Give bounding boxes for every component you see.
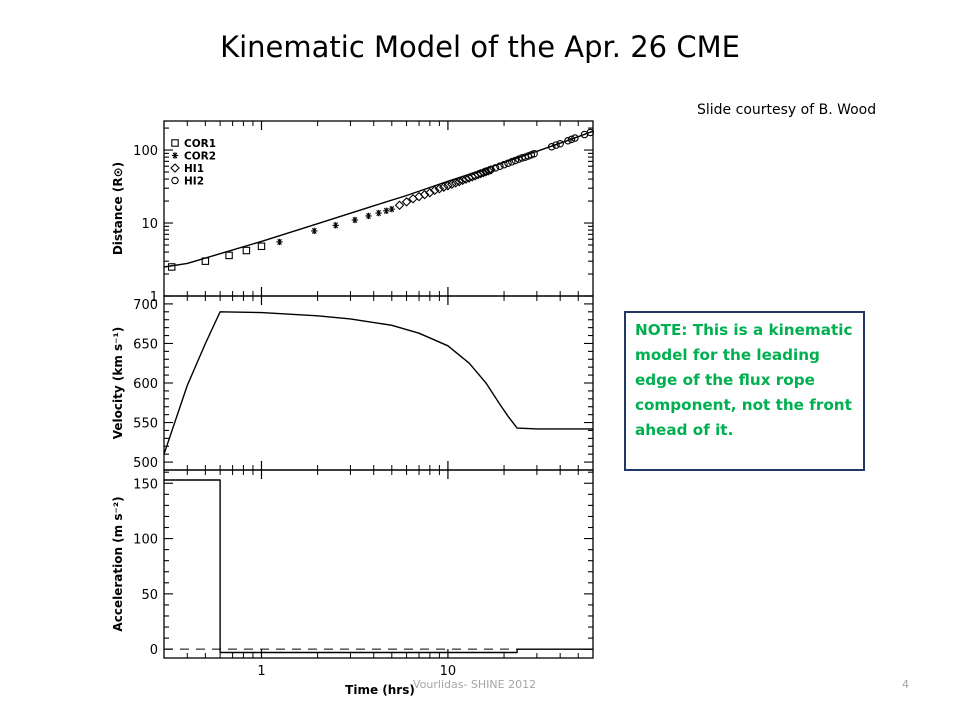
point-hi2 (491, 164, 500, 172)
point-cor1 (225, 251, 233, 260)
point-hi1 (478, 167, 489, 178)
velocity-model-curve (163, 311, 593, 455)
point-hi1 (454, 176, 465, 187)
acceleration-y-tick-label: 100 (133, 533, 158, 548)
velocity-y-tick-label: 600 (133, 377, 158, 392)
point-cor2 (311, 227, 318, 235)
point-hi2 (487, 165, 495, 174)
legend-label-hi2: HI2 (184, 176, 204, 188)
point-hi2 (496, 162, 504, 170)
x-axis-title: Time (hrs) (345, 683, 415, 697)
point-hi1 (457, 175, 468, 186)
distance-model-curve (163, 130, 594, 268)
slide-footer: Vourlidas- SHINE 2012 (413, 678, 537, 691)
legend-label-cor1: COR1 (184, 138, 216, 150)
point-hi1 (429, 185, 440, 196)
point-hi2 (477, 169, 485, 178)
point-hi2 (552, 141, 560, 149)
distance-y-tick-label: 1 (150, 290, 158, 305)
acceleration-y-tick-label: 150 (133, 477, 158, 492)
point-hi2 (547, 142, 556, 151)
point-hi2 (530, 149, 538, 158)
point-hi1 (401, 197, 412, 207)
panel-frame-velocity (163, 295, 594, 471)
legend-marker-hi1 (170, 163, 180, 173)
page-number: 4 (902, 678, 909, 691)
velocity-y-tick-label: 650 (133, 337, 158, 352)
point-hi2 (500, 160, 508, 169)
point-hi2 (567, 135, 576, 144)
velocity-y-axis-title: Velocity (km s⁻¹) (111, 327, 125, 439)
panel-frame-acceleration (163, 469, 594, 659)
distance-y-tick-label: 10 (141, 217, 158, 232)
point-hi1 (447, 179, 457, 190)
point-cor2 (388, 205, 395, 213)
point-cor2 (383, 207, 390, 215)
acceleration-model-curve (164, 479, 593, 654)
point-hi1 (450, 178, 461, 188)
x-tick-label: 1 (257, 664, 265, 679)
velocity-y-tick-label: 700 (133, 298, 158, 313)
legend-label-cor2: COR2 (184, 151, 216, 163)
point-cor2 (332, 222, 339, 229)
point-hi2 (511, 156, 520, 165)
acceleration-y-tick-label: 50 (141, 588, 158, 603)
point-hi1 (483, 165, 494, 176)
point-hi2 (564, 137, 572, 145)
acceleration-y-tick-label: 0 (150, 643, 158, 658)
point-hi2 (508, 158, 516, 166)
slide-credit: Slide courtesy of B. Wood (697, 102, 877, 118)
point-cor2 (375, 209, 382, 217)
point-cor1 (242, 246, 251, 255)
x-tick-label: 10 (440, 664, 457, 679)
point-cor1 (167, 263, 176, 271)
point-cor2 (351, 216, 359, 224)
acceleration-y-axis-title: Acceleration (m s⁻²) (111, 496, 125, 631)
velocity-y-tick-label: 500 (133, 456, 158, 471)
point-hi1 (419, 189, 430, 200)
legend-marker-cor2 (171, 152, 179, 159)
point-hi2 (571, 134, 579, 142)
velocity-y-tick-label: 550 (133, 417, 158, 432)
legend-marker-hi2 (171, 176, 179, 185)
point-hi2 (586, 128, 595, 137)
point-cor1 (257, 242, 266, 251)
point-hi2 (515, 155, 523, 163)
point-hi1 (443, 180, 453, 191)
point-hi1 (438, 182, 449, 192)
point-cor2 (365, 212, 372, 220)
point-hi1 (434, 183, 445, 194)
point-hi2 (504, 159, 512, 167)
distance-y-axis-title: Distance (R⊙) (111, 162, 125, 255)
point-cor1 (201, 257, 210, 265)
panel-frame-distance (163, 120, 594, 297)
point-cor2 (276, 238, 283, 246)
slide-title: Kinematic Model of the Apr. 26 CME (220, 30, 740, 64)
point-hi2 (482, 167, 490, 176)
point-hi2 (556, 139, 564, 148)
note-box: NOTE: This is a kinematic model for the … (624, 311, 865, 471)
distance-y-tick-label: 100 (133, 144, 158, 159)
legend-label-hi1: HI1 (184, 163, 204, 175)
point-hi1 (394, 200, 405, 211)
legend-marker-cor1 (171, 139, 179, 147)
